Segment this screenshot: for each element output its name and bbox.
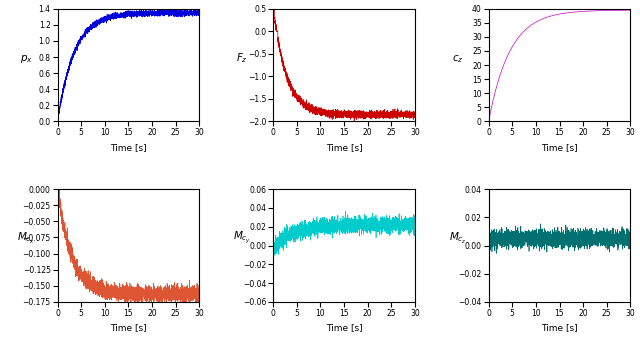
X-axis label: Time [s]: Time [s] xyxy=(326,143,362,152)
Y-axis label: $M_{c_y}$: $M_{c_y}$ xyxy=(233,229,251,245)
Y-axis label: $M_{c_x}$: $M_{c_x}$ xyxy=(17,230,35,245)
X-axis label: Time [s]: Time [s] xyxy=(110,143,147,152)
Y-axis label: $p_x$: $p_x$ xyxy=(20,53,33,65)
X-axis label: Time [s]: Time [s] xyxy=(541,323,578,332)
X-axis label: Time [s]: Time [s] xyxy=(326,323,362,332)
Y-axis label: $F_z$: $F_z$ xyxy=(236,51,248,65)
X-axis label: Time [s]: Time [s] xyxy=(541,143,578,152)
X-axis label: Time [s]: Time [s] xyxy=(110,323,147,332)
Y-axis label: $c_z$: $c_z$ xyxy=(452,53,463,65)
Y-axis label: $M_{c_z}$: $M_{c_z}$ xyxy=(449,230,467,245)
